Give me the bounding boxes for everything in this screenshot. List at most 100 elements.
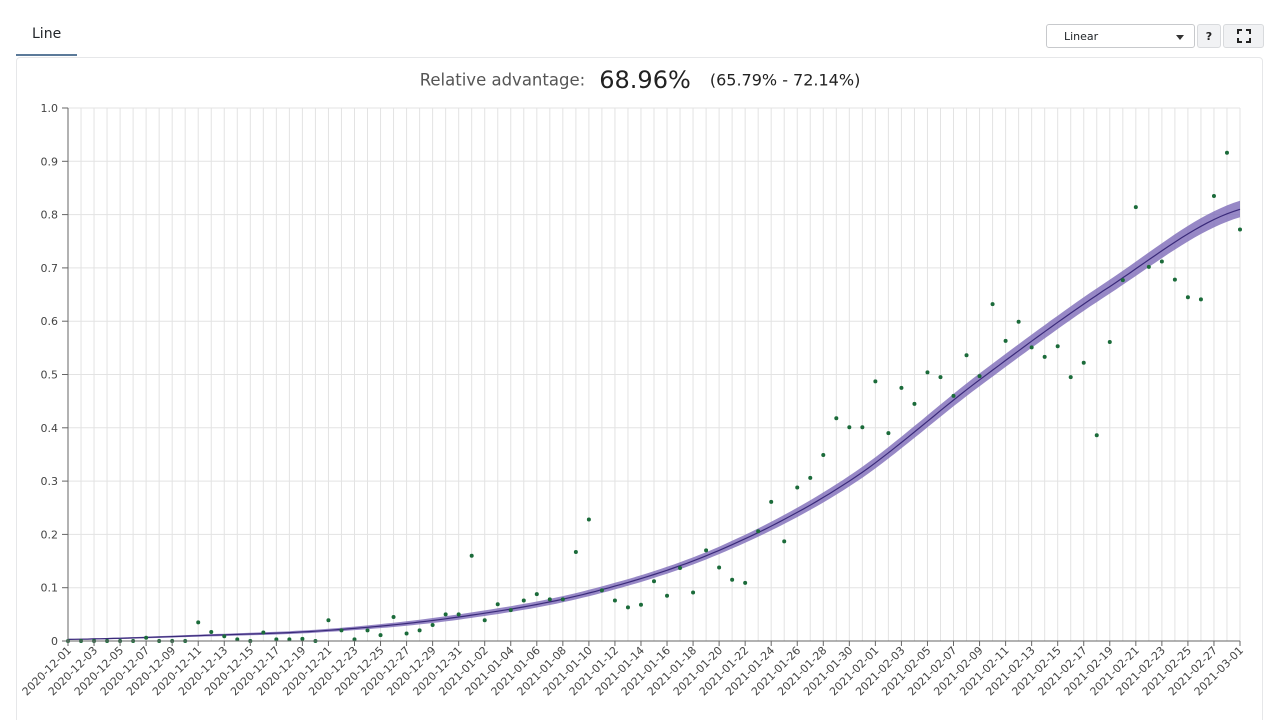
- data-points-layer: [66, 150, 1242, 643]
- data-point: [691, 590, 696, 595]
- y-tick-label: 1.0: [41, 102, 59, 115]
- data-point: [1133, 205, 1138, 210]
- y-tick-label: 0.6: [41, 315, 59, 328]
- data-point: [404, 631, 409, 636]
- data-point: [782, 539, 787, 544]
- data-point: [743, 580, 748, 585]
- data-point: [704, 548, 709, 553]
- data-point: [1159, 259, 1164, 264]
- fullscreen-icon: [1236, 29, 1251, 43]
- confidence-interval: (65.79% - 72.14%): [709, 70, 861, 90]
- data-point: [469, 553, 474, 558]
- data-point: [638, 602, 643, 607]
- data-point: [1224, 150, 1229, 155]
- data-point: [612, 598, 617, 603]
- data-point: [717, 565, 722, 570]
- data-point: [1081, 360, 1086, 365]
- chart-axes: 00.10.20.30.40.50.60.70.80.91.02020-12-0…: [20, 102, 1246, 698]
- data-point: [326, 618, 331, 623]
- data-point: [730, 577, 735, 582]
- data-point: [560, 597, 565, 602]
- data-point: [586, 517, 591, 522]
- data-point: [912, 401, 917, 406]
- scale-select-value: Linear: [1064, 29, 1099, 43]
- data-point: [1016, 319, 1021, 324]
- data-point: [573, 549, 578, 554]
- chart-grid: [67, 107, 1241, 642]
- fullscreen-button[interactable]: [1223, 24, 1264, 48]
- relative-advantage-headline: Relative advantage: 68.96% (65.79% - 72.…: [0, 66, 1280, 94]
- data-point: [1003, 338, 1008, 343]
- chart-controls: Linear ?: [1046, 24, 1264, 48]
- data-point: [938, 375, 943, 380]
- data-point: [834, 416, 839, 421]
- data-point: [795, 485, 800, 490]
- tab-line[interactable]: Line: [16, 20, 78, 56]
- scale-select[interactable]: Linear: [1046, 24, 1195, 48]
- y-tick-label: 0: [51, 635, 58, 648]
- data-point: [196, 620, 201, 625]
- chevron-down-icon: [1176, 34, 1184, 40]
- y-tick-label: 0.5: [41, 369, 59, 382]
- y-tick-label: 0.2: [41, 528, 59, 541]
- data-point: [665, 593, 670, 598]
- data-point: [977, 374, 982, 379]
- relative-advantage-label: Relative advantage:: [419, 70, 586, 90]
- data-point: [1120, 278, 1125, 283]
- data-point: [1029, 345, 1034, 350]
- data-point: [847, 425, 852, 430]
- data-point: [352, 637, 357, 642]
- data-point: [873, 379, 878, 384]
- data-point: [235, 637, 240, 642]
- y-tick-label: 0.7: [41, 262, 59, 275]
- relative-advantage-value: 68.96%: [599, 66, 691, 94]
- y-tick-label: 0.9: [41, 155, 59, 168]
- data-point: [222, 634, 227, 639]
- data-point: [756, 529, 761, 534]
- data-point: [769, 499, 774, 504]
- data-point: [1055, 344, 1060, 349]
- data-point: [678, 565, 683, 570]
- data-point: [482, 618, 487, 623]
- data-point: [365, 628, 370, 633]
- data-point: [599, 588, 604, 593]
- data-point: [443, 612, 448, 617]
- data-point: [534, 592, 539, 597]
- data-point: [899, 385, 904, 390]
- data-point: [1238, 227, 1242, 232]
- data-point: [964, 353, 969, 358]
- help-button[interactable]: ?: [1197, 24, 1221, 48]
- data-point: [209, 629, 214, 634]
- data-point: [547, 597, 552, 602]
- data-point: [495, 602, 500, 607]
- data-point: [1211, 193, 1216, 198]
- data-point: [1198, 297, 1203, 302]
- tab-bar: Line: [16, 20, 78, 56]
- data-point: [391, 615, 396, 620]
- data-point: [886, 431, 891, 436]
- data-point: [951, 393, 956, 398]
- data-point: [821, 452, 826, 457]
- data-point: [1172, 277, 1177, 282]
- data-point: [808, 475, 813, 480]
- data-point: [1107, 339, 1112, 344]
- data-point: [378, 633, 383, 638]
- data-point: [1185, 295, 1190, 300]
- data-point: [990, 302, 995, 307]
- data-point: [925, 370, 930, 375]
- data-point: [1042, 354, 1047, 359]
- data-point: [144, 635, 149, 640]
- data-point: [521, 598, 526, 603]
- data-point: [274, 637, 279, 642]
- y-tick-label: 0.1: [41, 582, 59, 595]
- data-point: [1094, 433, 1099, 438]
- data-point: [652, 579, 656, 584]
- y-tick-label: 0.3: [41, 475, 59, 488]
- data-point: [508, 608, 513, 613]
- data-point: [625, 605, 630, 610]
- data-point: [417, 628, 422, 633]
- data-point: [430, 623, 435, 628]
- data-point: [300, 636, 305, 641]
- y-tick-label: 0.4: [41, 422, 59, 435]
